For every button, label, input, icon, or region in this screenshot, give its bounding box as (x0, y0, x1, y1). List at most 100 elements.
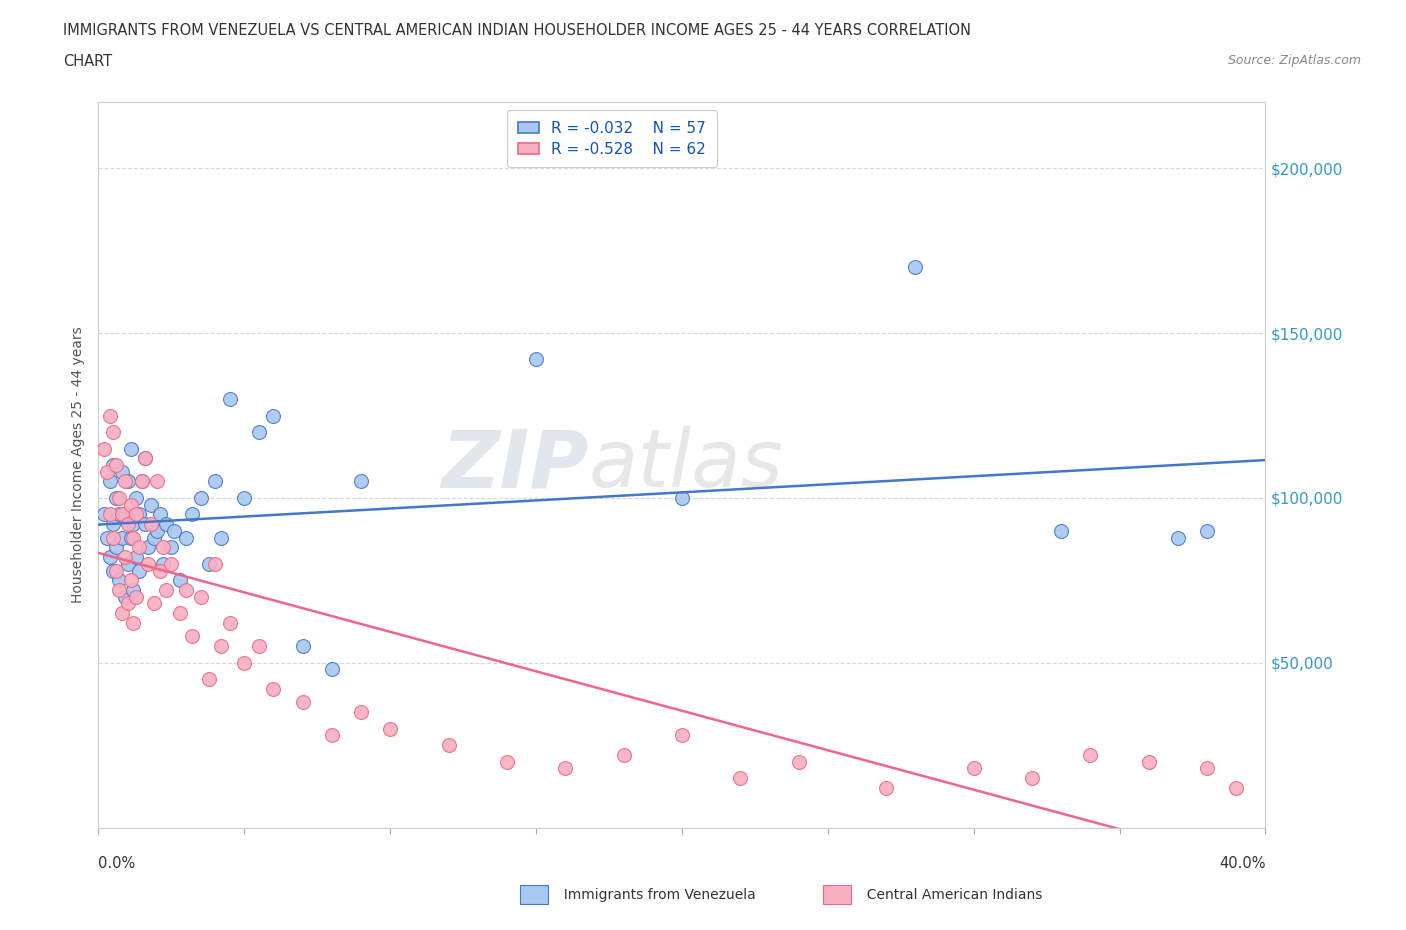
Point (962, 761, 984, 776)
Point (96, 464, 118, 479)
Point (139, 498, 162, 512)
Point (117, 556, 139, 571)
Point (98, 474, 121, 489)
Point (262, 682, 284, 697)
Point (131, 474, 153, 489)
Point (204, 474, 226, 489)
Text: Immigrants from Venezuela: Immigrants from Venezuela (555, 887, 756, 902)
Point (904, 259, 927, 274)
Point (174, 583, 197, 598)
Point (117, 596, 139, 611)
Point (169, 606, 191, 621)
Point (114, 550, 136, 565)
Point (125, 490, 148, 505)
Point (131, 474, 153, 489)
Point (98, 507, 121, 522)
Point (233, 656, 256, 671)
Point (139, 517, 162, 532)
Point (101, 563, 124, 578)
Point (108, 490, 131, 505)
Point (117, 517, 139, 532)
Point (120, 573, 142, 588)
Point (198, 671, 221, 686)
Point (180, 629, 202, 644)
Legend: R = -0.032    N = 57, R = -0.528    N = 62: R = -0.032 N = 57, R = -0.528 N = 62 (508, 110, 717, 167)
Point (671, 490, 693, 505)
Point (146, 524, 169, 538)
Point (160, 540, 183, 555)
Point (98, 550, 121, 565)
Point (128, 540, 150, 555)
Point (169, 573, 191, 588)
Point (101, 458, 124, 472)
Point (111, 606, 134, 621)
Point (125, 507, 148, 522)
Point (1080, 748, 1102, 763)
Point (101, 530, 124, 545)
Point (152, 540, 174, 555)
Point (149, 563, 172, 578)
Point (1195, 761, 1218, 776)
Point (1225, 780, 1247, 795)
Point (671, 728, 693, 743)
Point (875, 780, 897, 795)
Point (554, 761, 576, 776)
Point (122, 583, 145, 598)
Point (155, 517, 177, 532)
Point (125, 590, 148, 604)
Point (198, 556, 221, 571)
Point (134, 517, 156, 532)
Text: IMMIGRANTS FROM VENEZUELA VS CENTRAL AMERICAN INDIAN HOUSEHOLDER INCOME AGES 25 : IMMIGRANTS FROM VENEZUELA VS CENTRAL AME… (63, 23, 972, 38)
Point (1137, 754, 1160, 769)
Point (350, 474, 373, 489)
Point (1195, 524, 1218, 538)
Point (111, 530, 134, 545)
Point (262, 408, 284, 423)
Point (93, 441, 115, 456)
Point (163, 524, 186, 538)
Text: CHART: CHART (63, 54, 112, 69)
Point (134, 451, 156, 466)
Point (321, 662, 343, 677)
Point (122, 616, 145, 631)
Point (125, 550, 148, 565)
Point (149, 507, 172, 522)
Point (104, 563, 127, 578)
Point (93, 507, 115, 522)
Point (1167, 530, 1189, 545)
Point (108, 573, 131, 588)
Point (134, 451, 156, 466)
Point (111, 507, 134, 522)
Point (218, 616, 240, 631)
Point (247, 639, 270, 654)
Point (136, 556, 159, 571)
Text: Source: ZipAtlas.com: Source: ZipAtlas.com (1227, 54, 1361, 67)
Point (524, 352, 547, 367)
Y-axis label: Householder Income Ages 25 - 44 years: Householder Income Ages 25 - 44 years (72, 326, 86, 604)
Point (120, 441, 142, 456)
Point (160, 556, 183, 571)
Point (114, 507, 136, 522)
Point (128, 563, 150, 578)
Point (114, 474, 136, 489)
Point (233, 490, 256, 505)
Text: 0.0%: 0.0% (98, 856, 135, 870)
Point (146, 474, 169, 489)
Point (142, 530, 165, 545)
Text: 40.0%: 40.0% (1219, 856, 1265, 870)
Point (155, 583, 177, 598)
Point (174, 530, 197, 545)
Point (204, 556, 226, 571)
Point (190, 590, 212, 604)
Point (104, 540, 127, 555)
Point (152, 556, 174, 571)
Point (321, 728, 343, 743)
Point (1021, 771, 1043, 786)
Point (291, 639, 314, 654)
Point (437, 737, 460, 752)
Point (136, 540, 159, 555)
Point (787, 754, 810, 769)
Point (108, 583, 131, 598)
Point (1050, 524, 1073, 538)
Point (120, 530, 142, 545)
